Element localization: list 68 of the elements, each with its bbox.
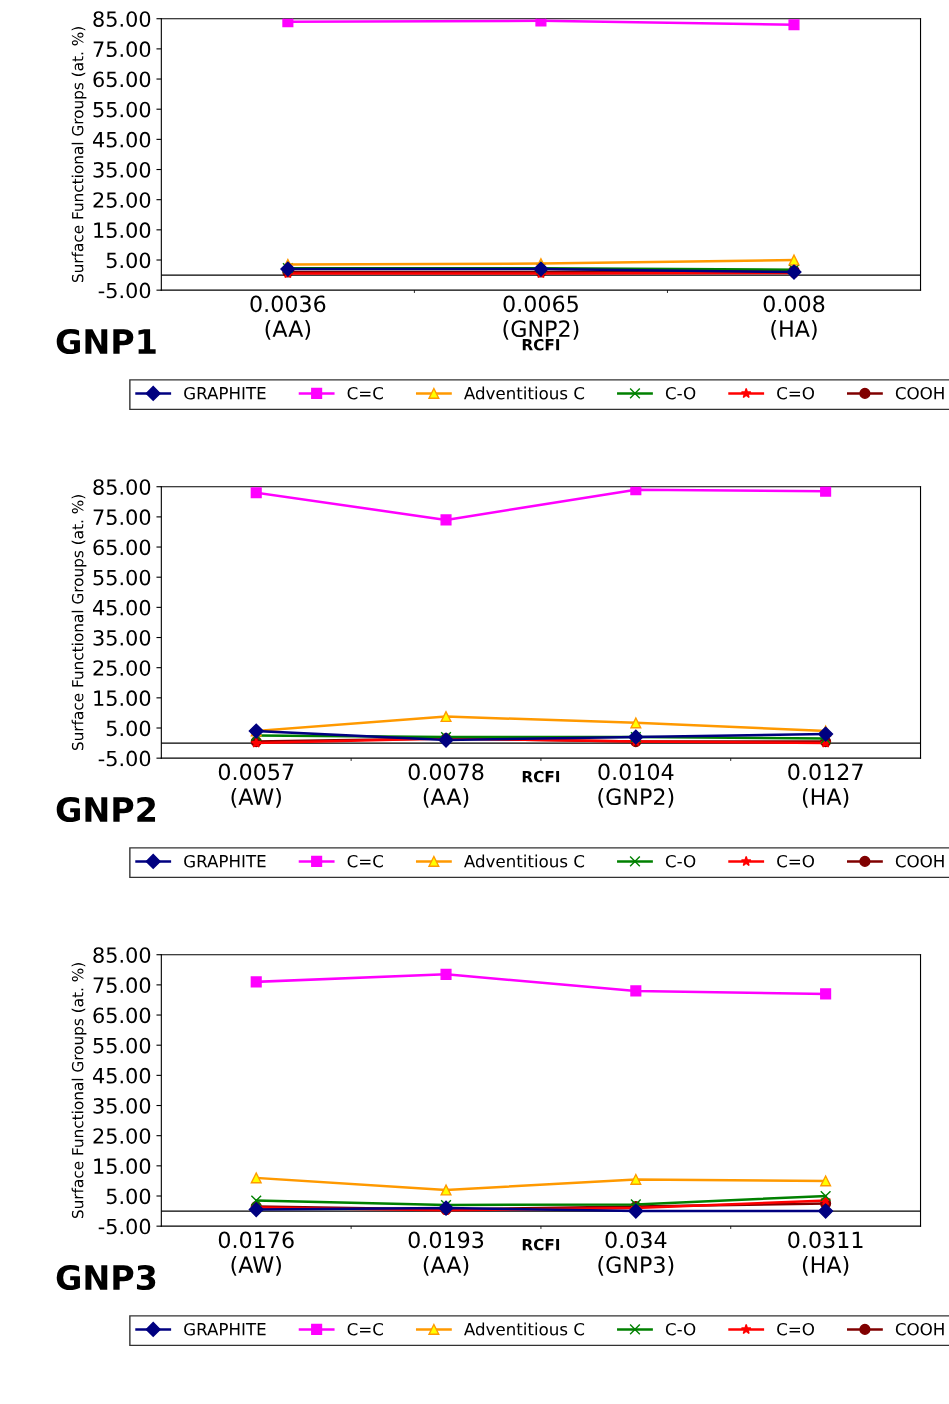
y-tick-label: 65.00 <box>93 1007 151 1024</box>
y-tick-label: 35.00 <box>93 629 151 646</box>
legend-label: C=O <box>777 854 814 868</box>
x-axis-title: RCFI <box>522 338 560 351</box>
legend-label: GRAPHITE <box>184 1322 266 1336</box>
y-tick-label: 25.00 <box>93 660 151 676</box>
x-tick-label: 0.0104 (GNP2) <box>598 763 674 808</box>
x-tick-label: 0.008 (HA) <box>763 295 825 340</box>
y-tick-label: 75.00 <box>93 977 151 994</box>
y-axis-title: Surface Functional Groups (at. %) <box>71 963 87 1219</box>
legend-label: C-O <box>665 386 696 400</box>
legend-label: GRAPHITE <box>184 854 266 868</box>
legend-label: COOH <box>895 854 944 868</box>
y-tick-label: 85.00 <box>93 479 151 495</box>
legend-label: COOH <box>895 1322 944 1336</box>
y-tick-label: -5.00 <box>98 1218 151 1235</box>
legend-label: C-O <box>665 1322 696 1336</box>
y-tick-label: 15.00 <box>94 690 151 707</box>
y-tick-label: 25.00 <box>93 192 151 208</box>
legend-label: C=C <box>347 1322 383 1336</box>
y-tick-label: 35.00 <box>93 1097 151 1114</box>
x-axis-title: RCFI <box>522 770 560 783</box>
y-tick-label: 55.00 <box>93 569 151 586</box>
y-tick-label: 15.00 <box>94 222 151 239</box>
y-tick-label: 45.00 <box>92 1067 151 1084</box>
x-tick-label: 0.0057 (AW) <box>218 763 294 808</box>
text: GNP1 <box>56 328 156 355</box>
y-tick-label: 5.00 <box>106 252 151 269</box>
y-tick-label: 45.00 <box>92 131 151 148</box>
x-tick-label: 0.0176 (AW) <box>218 1231 294 1276</box>
y-tick-label: 75.00 <box>93 41 151 58</box>
y-tick-label: 25.00 <box>93 1128 151 1144</box>
y-tick-label: -5.00 <box>98 282 151 299</box>
y-tick-label: 85.00 <box>93 947 151 963</box>
text: GNP2 <box>56 796 156 823</box>
y-tick-label: 65.00 <box>93 71 151 88</box>
legend-label: GRAPHITE <box>184 386 266 400</box>
legend-label: C=O <box>777 386 814 400</box>
legend-label: C=O <box>777 1322 814 1336</box>
y-tick-label: 15.00 <box>94 1158 151 1175</box>
y-tick-label: 5.00 <box>106 1188 151 1205</box>
y-tick-label: 35.00 <box>93 161 151 178</box>
legend-label: Adventitious C <box>464 386 585 400</box>
x-tick-label: 0.0311 (HA) <box>788 1231 863 1276</box>
y-tick-label: -5.00 <box>98 750 151 767</box>
x-axis-title: RCFI <box>522 1238 560 1251</box>
y-tick-label: 75.00 <box>93 509 151 526</box>
y-tick-label: 55.00 <box>93 1037 151 1054</box>
y-tick-label: 45.00 <box>92 599 151 616</box>
x-tick-label: 0.0127 (HA) <box>788 763 863 808</box>
x-tick-label: 0.034 (GNP3) <box>598 1231 674 1276</box>
legend-label: C=C <box>347 854 383 868</box>
y-axis-title: Surface Functional Groups (at. %) <box>71 27 87 283</box>
x-tick-label: 0.0078 (AA) <box>408 763 484 808</box>
y-axis-title: Surface Functional Groups (at. %) <box>71 495 87 751</box>
y-tick-label: 65.00 <box>93 539 151 556</box>
x-tick-label: 0.0036 (AA) <box>250 295 326 340</box>
y-tick-label: 55.00 <box>93 101 151 118</box>
y-tick-label: 5.00 <box>106 720 151 737</box>
legend-label: C-O <box>665 854 696 868</box>
y-tick-label: 85.00 <box>93 11 151 27</box>
legend-label: COOH <box>895 386 944 400</box>
legend-label: C=C <box>347 386 383 400</box>
legend-label: Adventitious C <box>464 1322 585 1336</box>
text: GNP3 <box>56 1264 156 1291</box>
x-tick-label: 0.0065 (GNP2) <box>503 295 579 340</box>
x-tick-label: 0.0193 (AA) <box>408 1231 484 1276</box>
legend-label: Adventitious C <box>464 854 585 868</box>
